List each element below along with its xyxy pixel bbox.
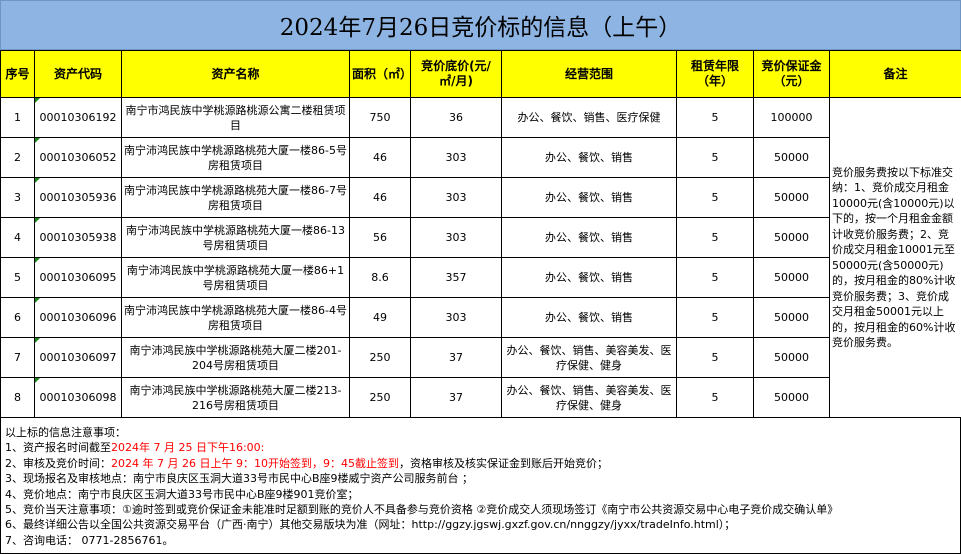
row-number-cell: 4 — [0, 217, 35, 258]
note-line: 2、审核及竞价时间：2024 年 7 月 26 日上午 9：10开始签到，9：4… — [5, 456, 960, 471]
table-row: 3 00010305936 南宁沛鸿民族中学桃源路桃苑大厦一楼86-7号房租赁项目 4… — [0, 177, 961, 218]
note-line: 6、最终详细公告以全国公共资源交易平台（广西·南宁）其他交易版块为准（网址：ht… — [5, 518, 736, 532]
row-number-cell: 6 — [0, 297, 35, 338]
business-scope-cell: 办公、餐饮、销售、医疗保健 — [501, 97, 677, 138]
note-line: 5、竞价当天注意事项：①逾时签到或竞价保证金未能准时足额到账的竞价人不具备参与竞… — [5, 503, 839, 517]
asset-name-cell: 南宁沛鸿民族中学桃源路桃苑大厦一楼86-4号房租赁项目 — [121, 297, 350, 338]
area-cell: 250 — [349, 337, 411, 378]
asset-code-cell: 00010305938 — [34, 217, 122, 258]
header-code: 资产代码 — [34, 50, 122, 98]
base-price-cell: 303 — [410, 217, 502, 258]
asset-name-cell: 南宁沛鸿民族中学桃源路桃苑大厦二楼213-216号房租赁项目 — [121, 377, 350, 418]
header-name: 资产名称 — [121, 50, 350, 98]
area-cell: 750 — [349, 97, 411, 138]
lease-years-cell: 5 — [676, 137, 754, 178]
row-number-cell: 8 — [0, 377, 35, 418]
table-row: 7 00010306097 南宁沛鸿民族中学桃源路桃苑大厦二楼201-204号房租赁… — [0, 337, 961, 378]
lease-years-cell: 5 — [676, 337, 754, 378]
note-text: 1、资产报名时间截至 — [5, 441, 111, 455]
bid-table: 序号 资产代码 资产名称 面积（㎡） 竞价底价(元/㎡/月) 经营范围 租赁年限… — [0, 50, 961, 418]
base-price-cell: 303 — [410, 177, 502, 218]
area-cell: 46 — [349, 137, 411, 178]
deposit-cell: 50000 — [753, 377, 830, 418]
lease-years-cell: 5 — [676, 97, 754, 138]
row-number-cell: 2 — [0, 137, 35, 178]
asset-code-cell: 00010306097 — [34, 337, 122, 378]
asset-name-cell: 南宁沛鸿民族中学桃源路桃苑大厦一楼86+1号房租赁项目 — [121, 257, 350, 298]
asset-name-cell: 南宁沛鸿民族中学桃源路桃苑大厦一楼86-13号房租赁项目 — [121, 217, 350, 258]
header-years: 租赁年限（年） — [676, 50, 754, 98]
note-text: ，资格审核及核实保证金到账后开始竞价； — [398, 456, 608, 470]
header-price: 竞价底价(元/㎡/月) — [410, 50, 502, 98]
base-price-cell: 36 — [410, 97, 502, 138]
row-number-cell: 5 — [0, 257, 35, 298]
business-scope-cell: 办公、餐饮、销售 — [501, 257, 677, 298]
asset-code-cell: 00010306098 — [34, 377, 122, 418]
row-number-cell: 7 — [0, 337, 35, 378]
business-scope-cell: 办公、餐饮、销售、美容美发、医疗保健、健身 — [501, 337, 677, 378]
header-area: 面积（㎡） — [349, 50, 412, 98]
table-row: 1 00010306192 南宁市鸿民族中学桃源路桃源公寓二楼租赁项目 750 36 办公… — [0, 97, 961, 418]
note-line: 3、现场报名及审核地点：南宁市良庆区玉洞大道33号市民中心B座9楼威宁资产公司服… — [5, 472, 474, 486]
deposit-cell: 50000 — [753, 297, 830, 338]
lease-years-cell: 5 — [676, 217, 754, 258]
base-price-cell: 303 — [410, 297, 502, 338]
table-row: 5 00010306095 南宁沛鸿民族中学桃源路桃苑大厦一楼86+1号房租赁项目 8… — [0, 257, 961, 298]
note-line: 4、竞价地点：南宁市良庆区玉洞大道33号市民中心B座9楼901竞价室； — [5, 487, 359, 501]
deposit-cell: 100000 — [753, 97, 830, 138]
asset-name-cell: 南宁沛鸿民族中学桃源路桃苑大厦一楼86-7号房租赁项目 — [121, 177, 350, 218]
row-number-cell: 3 — [0, 177, 35, 218]
asset-code-cell: 00010306095 — [34, 257, 122, 298]
header-deposit: 竞价保证金（元） — [753, 50, 830, 98]
table-row: 2 00010306052 南宁沛鸿民族中学桃源路桃苑大厦一楼86-5号房租赁项目 4… — [0, 137, 961, 178]
asset-name-cell: 南宁沛鸿民族中学桃源路桃苑大厦二楼201-204号房租赁项目 — [121, 337, 350, 378]
page-title: 2024年7月26日竞价标的信息（上午） — [0, 0, 961, 50]
asset-code-cell: 00010306096 — [34, 297, 122, 338]
asset-name-cell: 南宁沛鸿民族中学桃源路桃苑大厦一楼86-5号房租赁项目 — [121, 137, 350, 178]
note-highlight: 2024年 7 月 25 日下午16:00: — [111, 441, 265, 455]
deposit-cell: 50000 — [753, 137, 830, 178]
header-no: 序号 — [0, 50, 35, 98]
deposit-cell: 50000 — [753, 257, 830, 298]
note-line: 1、资产报名时间截至2024年 7 月 25 日下午16:00: — [5, 440, 960, 455]
table-row: 8 00010306098 南宁沛鸿民族中学桃源路桃苑大厦二楼213-216号房租赁… — [0, 377, 961, 418]
business-scope-cell: 办公、餐饮、销售 — [501, 177, 677, 218]
deposit-cell: 50000 — [753, 177, 830, 218]
asset-code-cell: 00010305936 — [34, 177, 122, 218]
business-scope-cell: 办公、餐饮、销售 — [501, 297, 677, 338]
header-remark: 备注 — [829, 50, 961, 98]
area-cell: 46 — [349, 177, 411, 218]
remark-cell: 竞价服务费按以下标准交纳：1、竞价成交月租金10000元(含10000元)以下的… — [829, 97, 961, 418]
lease-years-cell: 5 — [676, 377, 754, 418]
lease-years-cell: 5 — [676, 297, 754, 338]
base-price-cell: 37 — [410, 337, 502, 378]
business-scope-cell: 办公、餐饮、销售 — [501, 137, 677, 178]
deposit-cell: 50000 — [753, 217, 830, 258]
note-text: 2、审核及竞价时间： — [5, 456, 111, 470]
table-row: 4 00010305938 南宁沛鸿民族中学桃源路桃苑大厦一楼86-13号房租赁项目… — [0, 217, 961, 258]
base-price-cell: 303 — [410, 137, 502, 178]
header-scope: 经营范围 — [501, 50, 677, 98]
area-cell: 250 — [349, 377, 411, 418]
area-cell: 56 — [349, 217, 411, 258]
base-price-cell: 37 — [410, 377, 502, 418]
area-cell: 8.6 — [349, 257, 411, 298]
base-price-cell: 357 — [410, 257, 502, 298]
asset-name-cell: 南宁市鸿民族中学桃源路桃源公寓二楼租赁项目 — [121, 97, 350, 138]
lease-years-cell: 5 — [676, 177, 754, 218]
deposit-cell: 50000 — [753, 337, 830, 378]
asset-code-cell: 00010306052 — [34, 137, 122, 178]
notes-section: 以上标的信息注意事项： 1、资产报名时间截至2024年 7 月 25 日下午16… — [0, 417, 961, 554]
business-scope-cell: 办公、餐饮、销售、美容美发、医疗保健、健身 — [501, 377, 677, 418]
notes-heading: 以上标的信息注意事项： — [5, 426, 126, 439]
asset-code-cell: 00010306192 — [34, 97, 122, 138]
area-cell: 49 — [349, 297, 411, 338]
note-highlight: 2024 年 7 月 26 日上午 9：10开始签到，9：45截止签到 — [111, 456, 399, 470]
row-number-cell: 1 — [0, 97, 35, 138]
note-line: 7、咨询电话： 0771-2856761。 — [5, 533, 174, 547]
business-scope-cell: 办公、餐饮、销售 — [501, 217, 677, 258]
table-row: 6 00010306096 南宁沛鸿民族中学桃源路桃苑大厦一楼86-4号房租赁项目 4… — [0, 297, 961, 338]
lease-years-cell: 5 — [676, 257, 754, 298]
header-row: 序号 资产代码 资产名称 面积（㎡） 竞价底价(元/㎡/月) 经营范围 租赁年限… — [0, 50, 961, 98]
